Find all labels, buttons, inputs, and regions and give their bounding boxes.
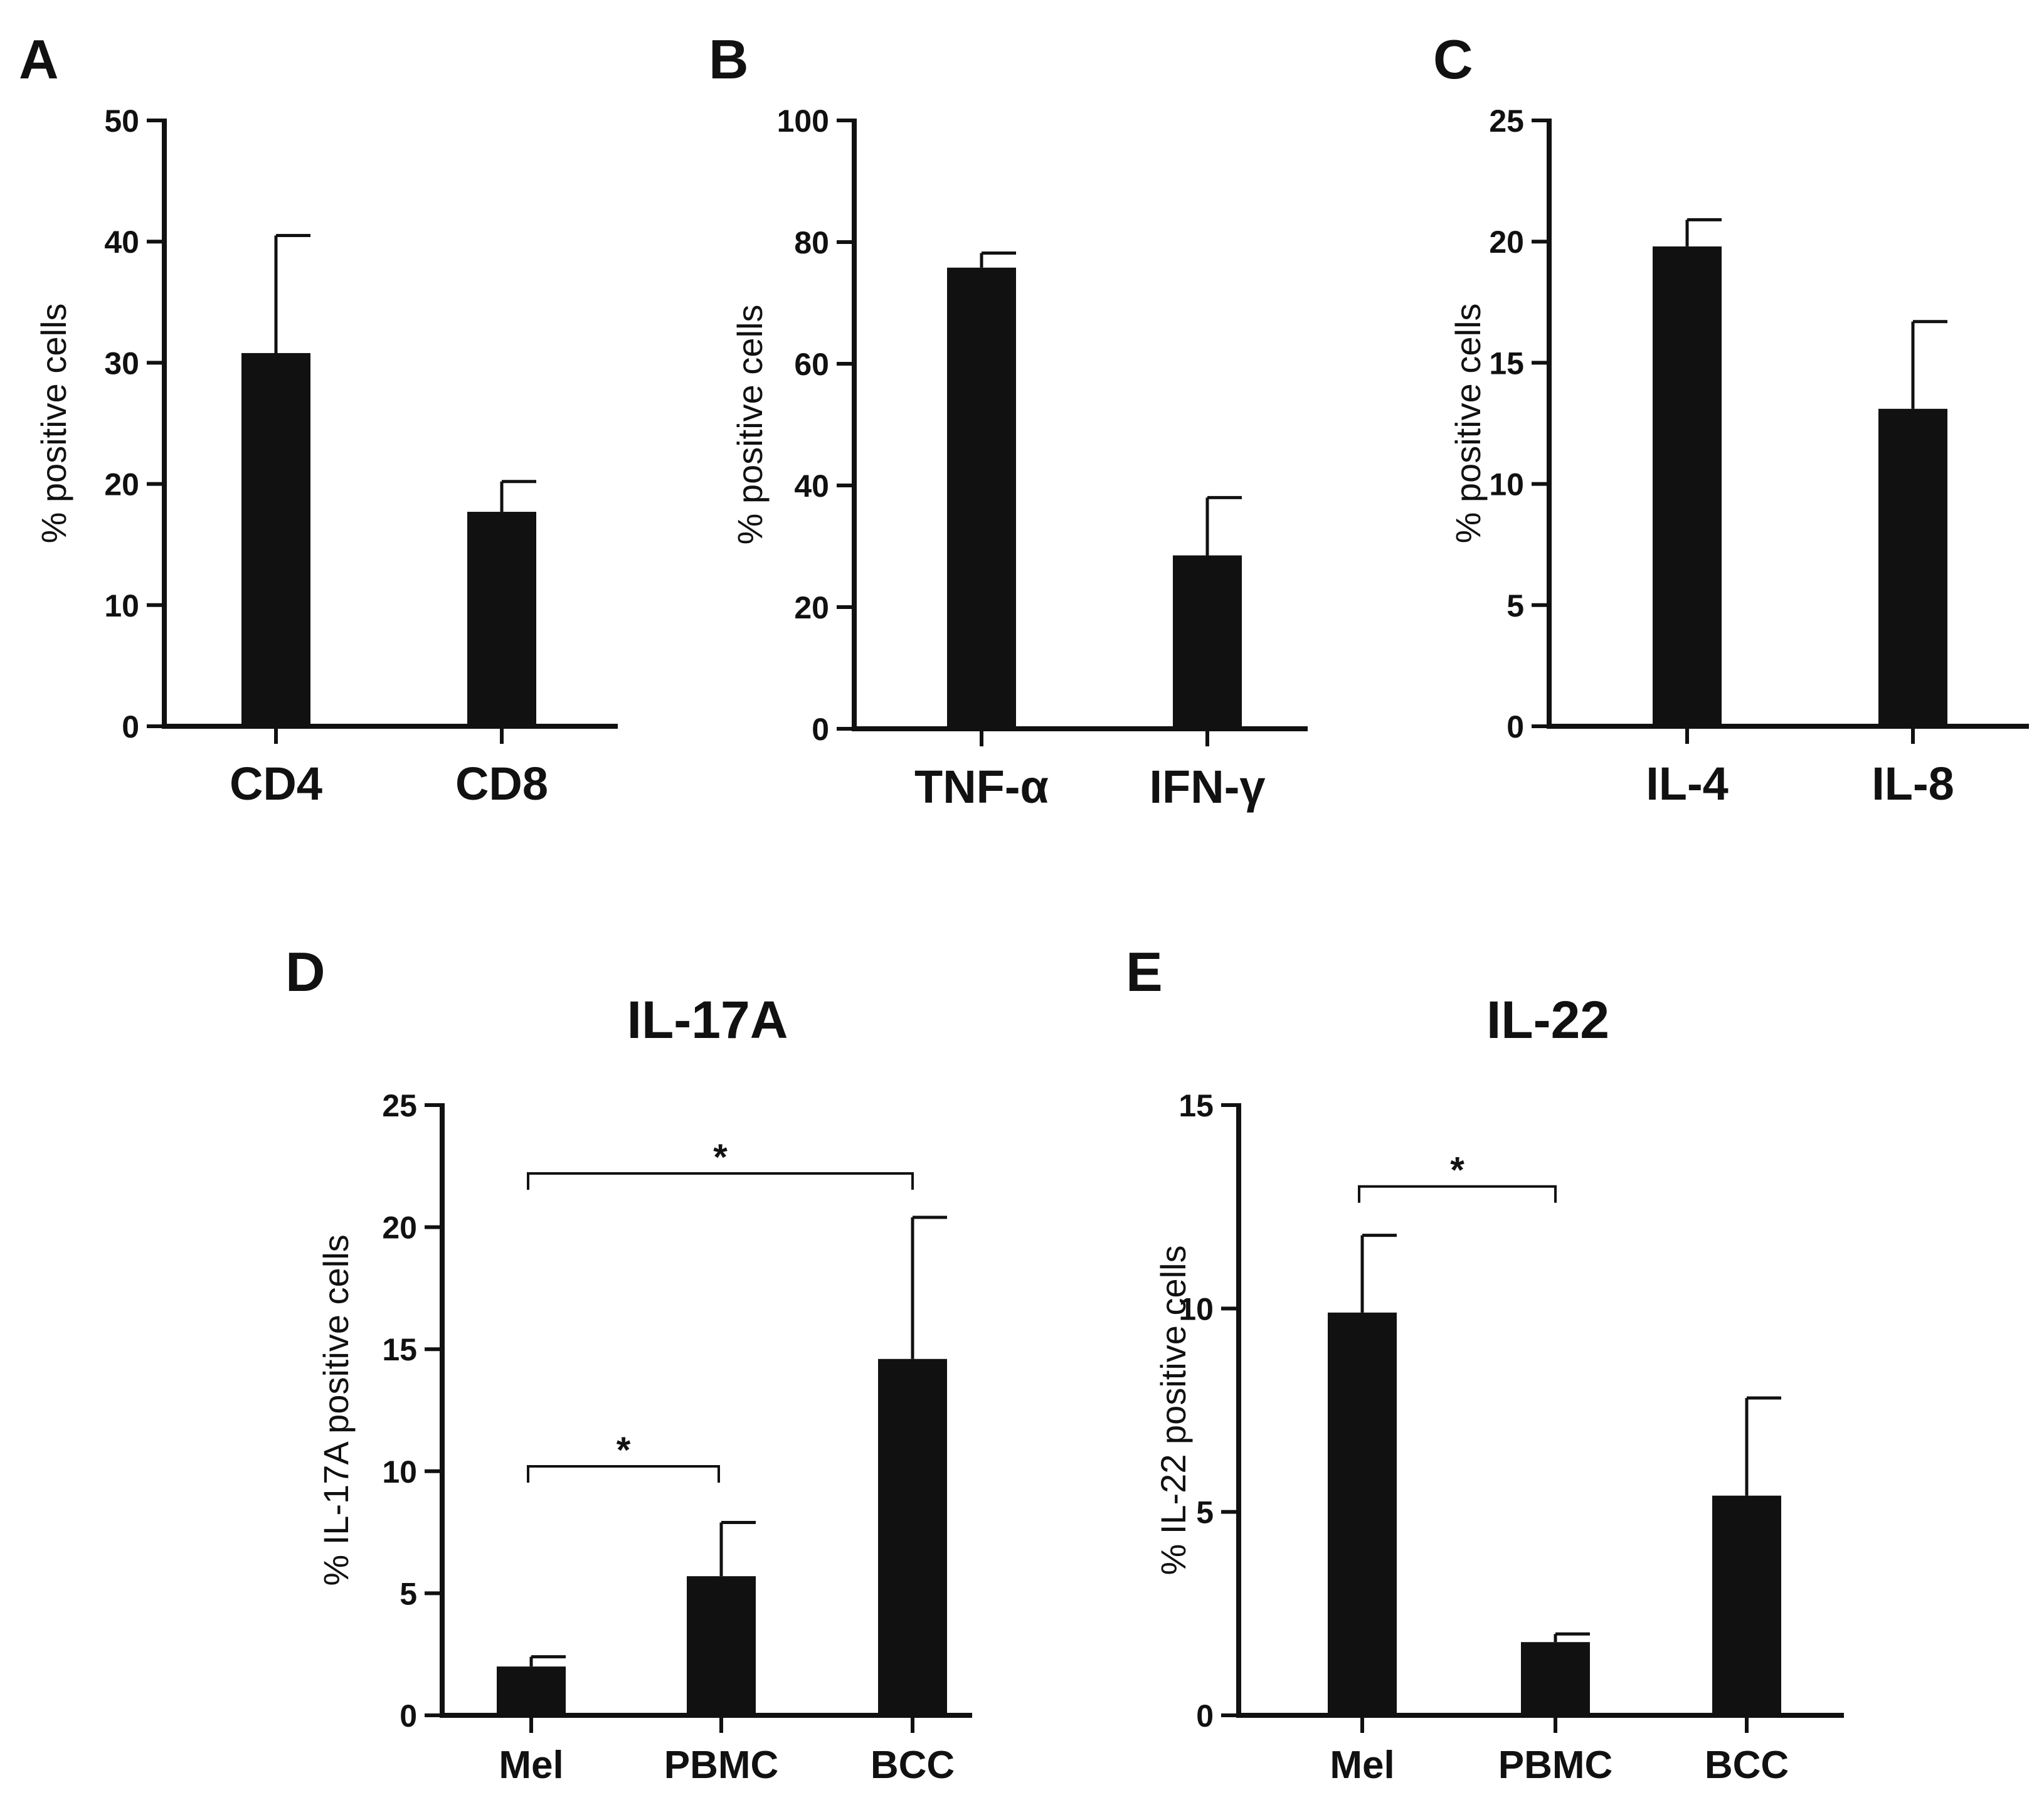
y-axis-title: % positive cells — [34, 304, 73, 544]
bar-tnf- — [947, 267, 1016, 729]
y-tick-label: 0 — [400, 1698, 417, 1734]
x-category-label: CD4 — [230, 758, 322, 810]
significance-star: * — [1450, 1150, 1464, 1191]
x-category-label: Mel — [1330, 1744, 1394, 1787]
y-tick-label: 80 — [794, 225, 829, 260]
y-tick-label: 5 — [400, 1576, 417, 1611]
y-tick-label: 5 — [1196, 1495, 1214, 1530]
y-tick-label: 15 — [1178, 1088, 1214, 1123]
y-tick-label: 30 — [104, 346, 139, 381]
y-tick-label: 0 — [812, 712, 829, 747]
significance-line — [527, 1172, 914, 1190]
y-tick-label: 0 — [122, 709, 139, 744]
bar-il-8 — [1878, 408, 1947, 726]
x-category-label: BCC — [1705, 1744, 1789, 1787]
bar-cd4 — [241, 352, 310, 726]
x-category-label: IL-8 — [1872, 758, 1954, 810]
x-category-label: IL-4 — [1646, 758, 1729, 810]
y-tick-label: 5 — [1507, 588, 1524, 623]
x-category-label: IFN-γ — [1150, 761, 1266, 813]
bar-cd8 — [467, 512, 536, 726]
significance-line — [527, 1465, 720, 1483]
x-category-label: PBMC — [664, 1744, 779, 1787]
y-tick-label: 40 — [104, 225, 139, 260]
significance-bracket: * — [527, 1137, 914, 1190]
y-axis-title: % IL-22 positive cells — [1153, 1245, 1193, 1575]
y-tick-label: 20 — [382, 1210, 417, 1246]
y-tick-label: 20 — [1489, 225, 1524, 260]
y-tick-label: 25 — [382, 1088, 417, 1123]
significance-line — [1358, 1185, 1557, 1203]
y-tick-label: 15 — [1489, 346, 1524, 381]
panel-letter-b: B — [709, 28, 749, 90]
panel-letter-d: D — [285, 941, 326, 1003]
y-tick-label: 25 — [1489, 103, 1524, 139]
y-axis-title: % positive cells — [1448, 304, 1488, 544]
y-tick-label: 10 — [382, 1454, 417, 1490]
y-tick-label: 60 — [794, 347, 829, 382]
x-category-label: PBMC — [1498, 1744, 1613, 1787]
y-tick-label: 40 — [794, 469, 829, 504]
x-category-label: CD8 — [455, 758, 548, 810]
bar-bcc — [878, 1358, 947, 1715]
chart-title: IL-22 — [1486, 990, 1609, 1049]
y-tick-label: 20 — [104, 467, 139, 502]
bar-pbmc — [687, 1576, 756, 1715]
chart-panel-c: C 0 5 10 15 20 25 % positive cells IL-4 IL-8 — [1433, 28, 2029, 810]
y-tick-label: 0 — [1196, 1698, 1214, 1734]
y-tick-label: 20 — [794, 590, 829, 625]
bar-mel — [1328, 1312, 1397, 1715]
significance-bracket: * — [527, 1430, 720, 1483]
significance-star: * — [617, 1430, 631, 1471]
panel-letter-c: C — [1433, 28, 1473, 90]
y-tick-label: 10 — [104, 588, 139, 623]
x-category-label: TNF-α — [914, 761, 1049, 813]
chart-panel-d: D IL-17A 0 5 10 15 20 25 % IL-17A positive cells… — [285, 941, 972, 1787]
y-axis-title: % IL-17A positive cells — [316, 1234, 356, 1586]
chart-panel-a: A 0 10 20 30 40 50 % positive cells CD4 CD8 — [19, 28, 618, 810]
significance-bracket: * — [1358, 1150, 1557, 1203]
chart-title: IL-17A — [627, 990, 788, 1049]
chart-panel-b: B 0 20 40 60 80 100 % positive cells TNF-α IFN-γ — [709, 28, 1308, 813]
y-tick-label: 100 — [777, 103, 829, 139]
y-tick-label: 50 — [104, 103, 139, 139]
chart-panel-e: E IL-22 0 5 10 15 % IL-22 positive cells Mel PBM… — [1126, 941, 1844, 1787]
panel-letter-a: A — [19, 28, 59, 90]
y-axis-title: % positive cells — [730, 305, 770, 545]
bar-il-4 — [1653, 246, 1722, 727]
y-tick-label: 10 — [1178, 1291, 1214, 1326]
x-category-label: Mel — [499, 1744, 563, 1787]
y-tick-label: 15 — [382, 1332, 417, 1367]
y-tick-label: 10 — [1489, 467, 1524, 502]
x-category-label: BCC — [871, 1744, 955, 1787]
bar-mel — [497, 1666, 566, 1715]
bar-bcc — [1712, 1495, 1781, 1715]
significance-star: * — [713, 1137, 728, 1178]
bar-ifn- — [1173, 555, 1242, 729]
bar-pbmc — [1521, 1642, 1590, 1715]
y-tick-label: 0 — [1507, 709, 1524, 744]
panel-letter-e: E — [1126, 941, 1163, 1003]
